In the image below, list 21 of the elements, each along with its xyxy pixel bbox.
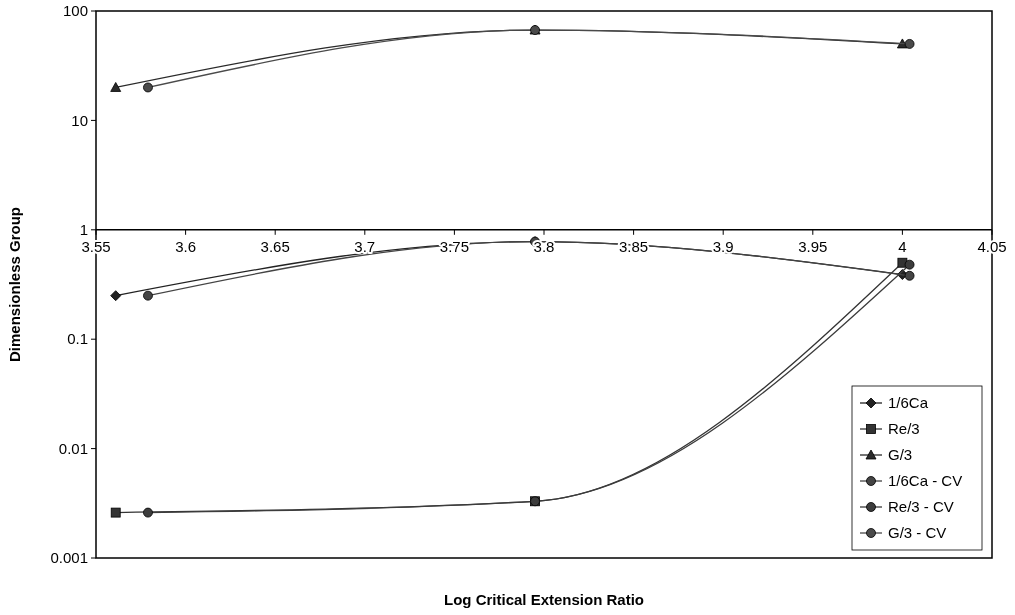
legend-label: G/3 - CV bbox=[888, 524, 947, 542]
x-tick-label: 3.65 bbox=[260, 237, 290, 255]
legend-label: Re/3 bbox=[888, 420, 920, 438]
legend-label: 1/6Ca bbox=[888, 394, 929, 412]
x-tick-label: 4 bbox=[898, 237, 907, 255]
x-tick-label: 3.9 bbox=[712, 237, 734, 255]
y-tick-label: 100 bbox=[62, 2, 88, 20]
y-tick-label: 10 bbox=[71, 111, 88, 129]
x-tick-label: 3.8 bbox=[533, 237, 555, 255]
y-axis-title: Dimensionless Group bbox=[6, 206, 23, 363]
y-tick-label: 0.001 bbox=[50, 549, 88, 567]
y-tick-label: 0.1 bbox=[67, 330, 88, 348]
x-axis-title: Log Critical Extension Ratio bbox=[443, 591, 645, 608]
x-tick-label: 3.6 bbox=[175, 237, 197, 255]
legend-label: G/3 bbox=[888, 446, 913, 464]
y-tick-label: 1 bbox=[79, 221, 88, 239]
y-tick-label: 0.01 bbox=[58, 439, 88, 457]
x-tick-label: 3.7 bbox=[354, 237, 376, 255]
x-tick-label: 3.95 bbox=[798, 237, 828, 255]
legend-label: 1/6Ca - CV bbox=[888, 472, 963, 490]
legend-label: Re/3 - CV bbox=[888, 498, 954, 516]
